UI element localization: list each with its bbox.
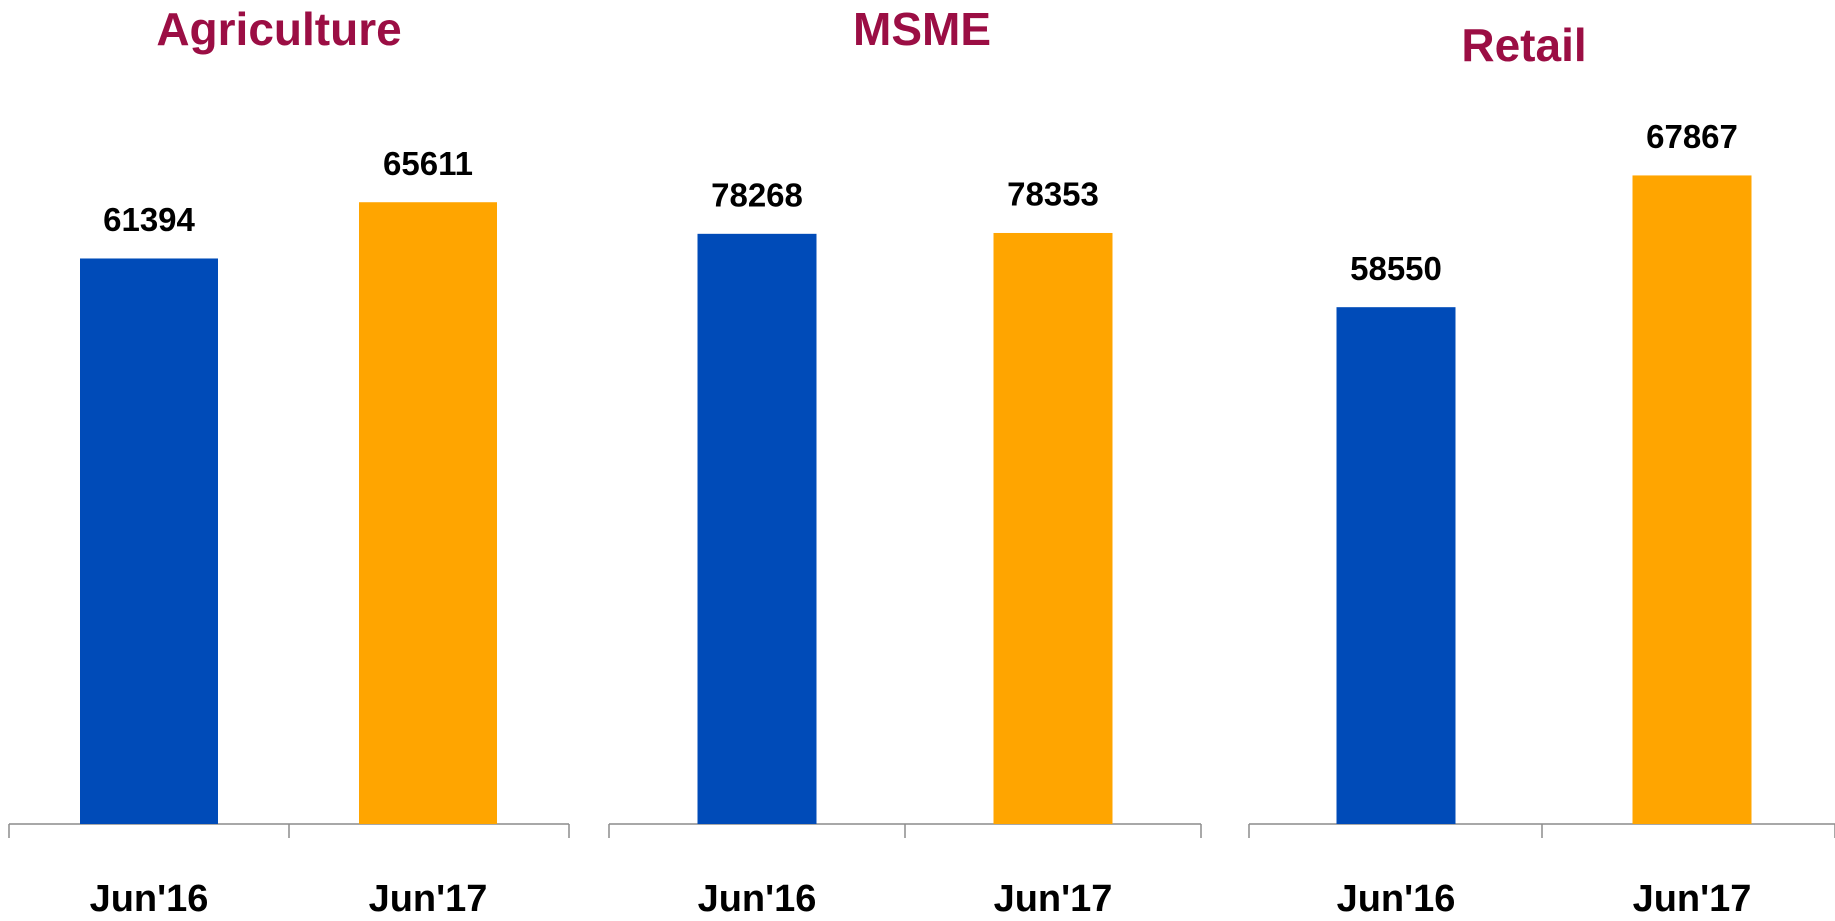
bar (697, 233, 817, 824)
x-tick-label: Jun'17 (369, 878, 488, 920)
value-label: 65611 (383, 145, 473, 182)
x-tick-label: Jun'16 (90, 878, 209, 920)
bar (1336, 307, 1456, 825)
bar (359, 202, 497, 824)
chart-title: MSME (853, 3, 991, 55)
chart-title: Agriculture (156, 3, 401, 55)
x-tick-label: Jun'17 (994, 878, 1113, 920)
bar (993, 232, 1113, 824)
x-tick-label: Jun'17 (1633, 878, 1752, 920)
chart-title: Retail (1461, 19, 1586, 71)
value-label: 78268 (711, 177, 803, 214)
x-tick-label: Jun'16 (1337, 878, 1456, 920)
bar (80, 258, 218, 824)
x-tick-label: Jun'16 (698, 878, 817, 920)
value-label: 58550 (1350, 250, 1442, 287)
value-label: 78353 (1007, 176, 1099, 213)
bar (1632, 175, 1752, 824)
value-label: 61394 (103, 201, 195, 238)
value-label: 67867 (1646, 118, 1738, 155)
